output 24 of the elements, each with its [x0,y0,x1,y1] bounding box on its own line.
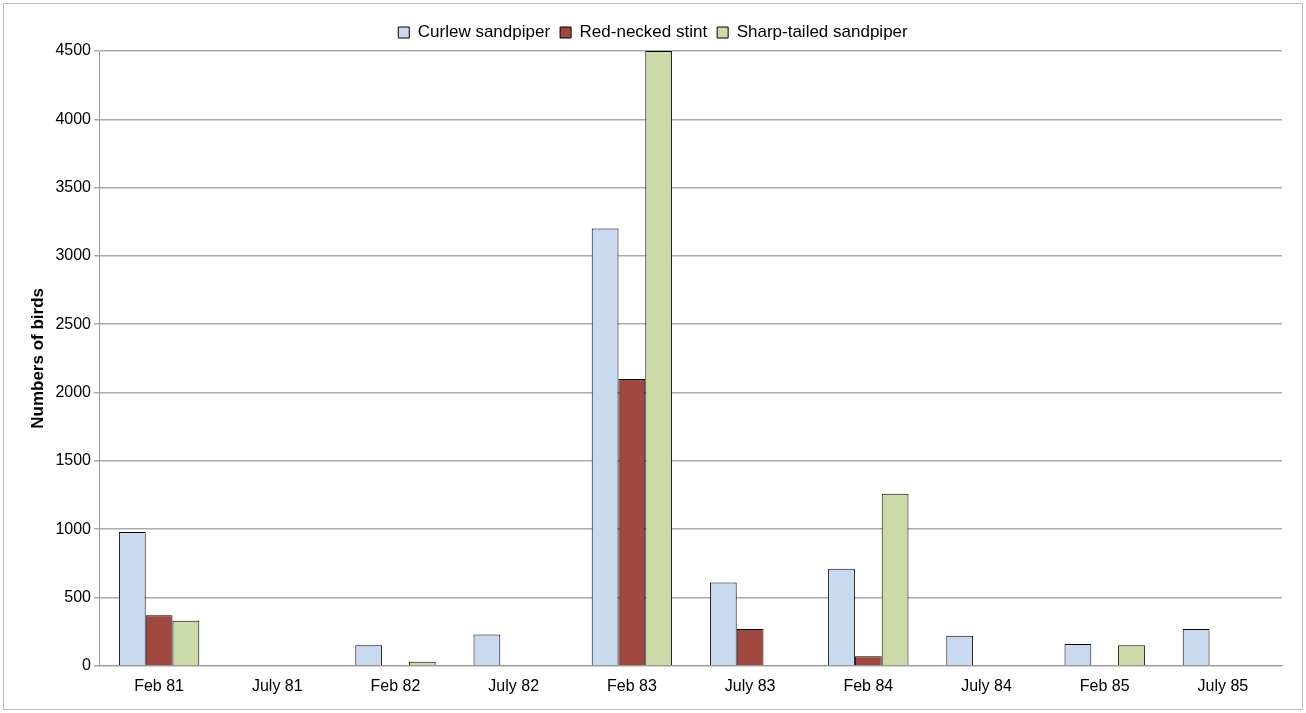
legend-label: Red-necked stint [579,22,708,42]
x-tick-label: Feb 82 [370,676,421,694]
y-tick-label: 3000 [55,246,92,264]
y-axis-title: Numbers of birds [27,288,47,429]
y-tick-label: 500 [64,587,92,605]
y-tick-label: 1000 [55,519,92,537]
legend-label: Sharp-tailed sandpiper [736,22,909,42]
x-tick-label: Feb 85 [1079,676,1130,694]
y-tick-label: 3500 [55,178,92,196]
x-tick-label: Feb 83 [606,676,657,694]
legend-label: Curlew sandpiper [417,22,551,42]
y-tick-label: 1500 [55,451,92,469]
y-tick-label: 2000 [55,382,92,400]
y-tick-label: 4000 [55,109,92,127]
x-tick-label: July 83 [724,676,776,694]
x-tick-label: July 85 [1197,676,1249,694]
x-tick-label: July 82 [488,676,540,694]
x-tick-label: Feb 84 [843,676,894,694]
y-tick-label: 4500 [55,41,92,59]
y-tick-label: 2500 [55,314,92,332]
x-tick-label: July 84 [961,676,1012,694]
x-tick-label: Feb 81 [134,676,185,694]
x-tick-label: July 81 [251,676,303,694]
y-tick-label: 0 [82,656,92,674]
